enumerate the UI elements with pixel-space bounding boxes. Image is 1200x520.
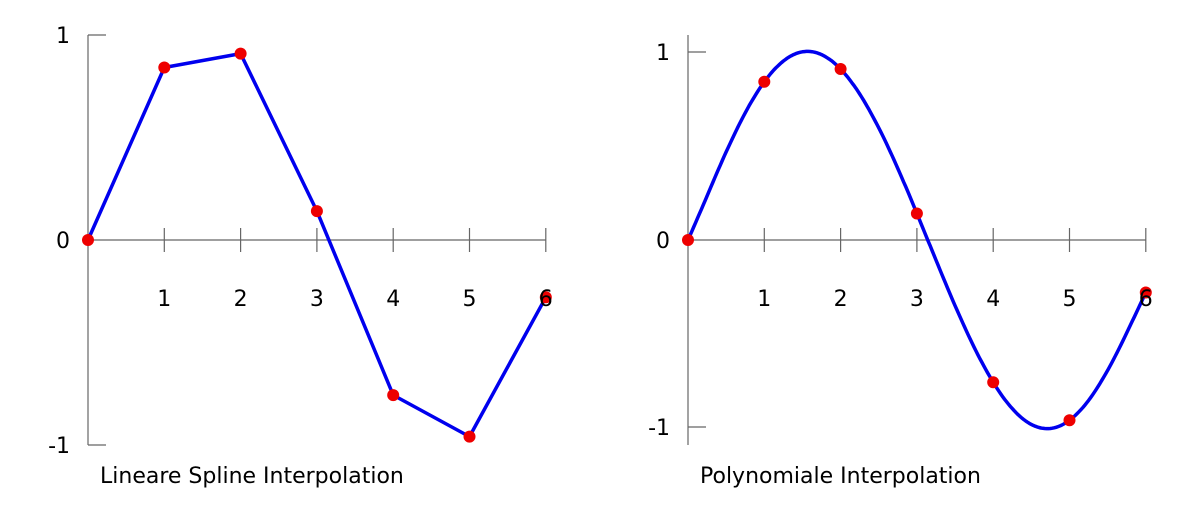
polynomial-x-tick-label: 6	[1139, 287, 1153, 312]
polynomial-x-tick-label: 3	[910, 287, 924, 312]
polynomial-data-point	[910, 207, 923, 220]
polynomial-data-point	[987, 376, 1000, 389]
polynomial-axes	[687, 35, 1147, 445]
linear-spline-data-point	[234, 47, 247, 60]
linear-spline-y-tick-label: 1	[56, 24, 70, 49]
polynomial-y-tick-label: 1	[656, 41, 670, 66]
polynomial-title: Polynomiale Interpolation	[700, 464, 981, 489]
linear-spline-x-tick-label: 5	[463, 287, 477, 312]
polynomial-x-tick-label: 2	[834, 287, 848, 312]
polynomial-y-tick-label: -1	[648, 416, 670, 441]
linear-spline-x-tick-label: 2	[234, 287, 248, 312]
linear-spline-labels-layer: 1 0 -1 1 2 3 4 5 6	[48, 24, 553, 459]
linear-spline-data-point	[310, 205, 323, 218]
polynomial-chart: 1 0 -1 1 2 3 4 5 6 Polynomiale Interpolation	[648, 35, 1153, 489]
polynomial-x-tick-label: 4	[986, 287, 1000, 312]
linear-spline-points-layer	[82, 47, 552, 443]
linear-spline-data-point	[539, 291, 552, 304]
linear-spline-data-point	[82, 234, 94, 246]
polynomial-data-point	[834, 63, 847, 76]
linear-spline-axes	[87, 34, 547, 446]
polynomial-data-point	[1063, 414, 1076, 427]
linear-spline-data-point	[387, 389, 400, 402]
polynomial-labels-layer: 1 0 -1 1 2 3 4 5 6	[648, 41, 1153, 441]
linear-spline-y-tick-label: -1	[48, 434, 70, 459]
linear-spline-y-tick-label: 0	[56, 229, 70, 254]
polynomial-data-point	[758, 75, 771, 88]
linear-spline-data-point	[158, 61, 171, 74]
polynomial-y-tick-label: 0	[656, 229, 670, 254]
polynomial-points-layer	[682, 63, 1152, 427]
polynomial-x-tick-label: 5	[1063, 287, 1077, 312]
linear-spline-x-tick-label: 3	[310, 287, 324, 312]
polynomial-x-tick-label: 1	[757, 287, 771, 312]
linear-spline-x-tick-label: 6	[539, 287, 553, 312]
linear-spline-x-tick-label: 1	[157, 287, 171, 312]
linear-spline-title: Lineare Spline Interpolation	[100, 464, 404, 489]
linear-spline-x-tick-label: 4	[386, 287, 400, 312]
polynomial-data-point	[1139, 286, 1152, 299]
linear-spline-chart: 1 0 -1 1 2 3 4 5 6 Lineare Spline Interpolation	[48, 24, 553, 489]
polynomial-data-point	[682, 234, 694, 246]
linear-spline-data-point	[463, 430, 476, 443]
